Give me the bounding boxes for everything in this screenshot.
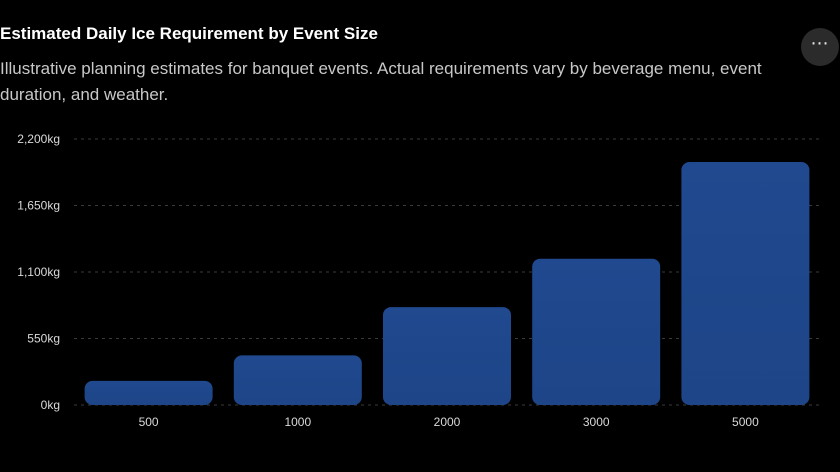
x-tick-label: 3000	[583, 415, 610, 429]
y-axis-ticks: 0kg 550kg 1,100kg 1,650kg 2,200kg	[17, 132, 60, 412]
chart-subtitle: Illustrative planning estimates for banq…	[0, 59, 762, 104]
x-axis-ticks: 500 1000 2000 3000 5000	[139, 415, 759, 429]
bar-5000[interactable]	[681, 161, 810, 405]
more-options-button[interactable]: ⋯	[801, 28, 839, 66]
chart-title: Estimated Daily Ice Requirement by Event…	[0, 24, 378, 43]
y-tick-label: 1,100kg	[17, 265, 60, 279]
bar-3000[interactable]	[532, 258, 661, 405]
x-tick-label: 2000	[434, 415, 461, 429]
x-tick-label: 5000	[732, 415, 759, 429]
more-horizontal-icon: ⋯	[810, 33, 830, 53]
y-tick-label: 2,200kg	[17, 132, 60, 146]
y-tick-label: 550kg	[27, 332, 60, 346]
bar-500[interactable]	[84, 380, 213, 405]
bar-1000[interactable]	[233, 355, 362, 405]
bar-2000[interactable]	[383, 307, 511, 405]
y-tick-label: 0kg	[41, 398, 60, 412]
x-tick-label: 500	[139, 415, 159, 429]
x-tick-label: 1000	[284, 415, 311, 429]
y-tick-label: 1,650kg	[17, 199, 60, 213]
bars	[84, 161, 810, 405]
